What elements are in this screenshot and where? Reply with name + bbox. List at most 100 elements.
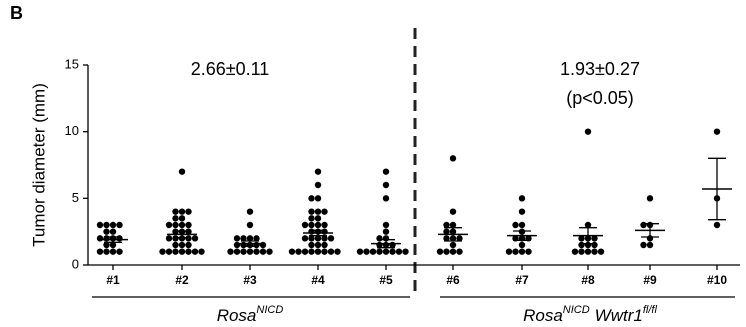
data-point xyxy=(449,221,457,229)
data-point xyxy=(266,248,273,255)
data-point xyxy=(178,168,186,175)
data-point xyxy=(314,221,322,229)
data-point xyxy=(246,221,254,229)
data-point xyxy=(308,241,315,249)
data-point xyxy=(512,248,519,255)
data-point xyxy=(96,235,104,242)
data-point xyxy=(109,228,117,235)
data-point xyxy=(314,215,322,222)
data-point xyxy=(96,248,104,255)
data-point xyxy=(185,208,192,215)
data-point xyxy=(389,248,396,255)
data-point xyxy=(178,215,186,222)
data-point xyxy=(449,248,457,255)
data-point xyxy=(597,248,605,255)
data-point xyxy=(227,248,234,255)
data-point xyxy=(246,235,254,242)
data-point xyxy=(259,248,267,255)
group-label: RosaNICD xyxy=(217,304,284,326)
x-tick-label: #8 xyxy=(581,273,595,287)
data-point xyxy=(191,248,199,255)
data-point xyxy=(505,248,513,255)
data-point xyxy=(246,208,254,215)
label-text: Wwtr1 xyxy=(595,306,643,325)
data-point xyxy=(518,241,526,249)
data-point xyxy=(295,248,302,255)
data-point xyxy=(308,228,315,235)
data-point xyxy=(646,195,654,202)
x-tick-label: #5 xyxy=(379,273,393,287)
data-point xyxy=(578,248,585,255)
data-point xyxy=(518,221,526,229)
data-point xyxy=(185,248,192,255)
data-point xyxy=(402,248,409,255)
data-point xyxy=(449,155,457,162)
x-tick-label: #1 xyxy=(106,273,120,287)
label-text: Rosa xyxy=(217,306,257,325)
data-point xyxy=(301,235,309,242)
data-point xyxy=(314,248,322,255)
data-point xyxy=(356,248,364,255)
data-point xyxy=(308,215,315,222)
y-tick-label: 5 xyxy=(72,190,79,205)
data-point xyxy=(308,248,315,255)
data-point xyxy=(165,235,173,242)
superscript: NICD xyxy=(563,304,590,316)
data-point xyxy=(259,241,267,249)
data-point xyxy=(591,248,598,255)
data-point xyxy=(178,248,186,255)
data-point xyxy=(185,228,192,235)
data-point xyxy=(382,228,390,235)
annotation: 1.93±0.27 xyxy=(560,59,640,79)
data-point xyxy=(198,248,205,255)
data-point xyxy=(314,208,322,215)
data-point xyxy=(233,235,241,242)
data-point xyxy=(363,248,370,255)
data-point xyxy=(327,235,335,242)
data-point xyxy=(321,241,328,249)
x-tick-label: #9 xyxy=(643,273,657,287)
data-point xyxy=(116,235,123,242)
data-point xyxy=(191,235,199,242)
data-point xyxy=(103,248,110,255)
data-point xyxy=(172,208,179,215)
data-point xyxy=(443,235,450,242)
data-point xyxy=(314,181,322,189)
data-point xyxy=(165,248,173,255)
data-point xyxy=(253,235,260,242)
data-point xyxy=(109,221,117,229)
data-point xyxy=(253,241,260,249)
data-point xyxy=(382,221,390,229)
data-point xyxy=(233,241,241,249)
data-point xyxy=(591,235,598,242)
data-point xyxy=(382,195,390,202)
data-point xyxy=(578,235,585,242)
data-point xyxy=(314,235,322,242)
data-point xyxy=(301,221,309,229)
label-text: Rosa xyxy=(523,306,563,325)
data-point xyxy=(382,168,390,175)
data-point xyxy=(713,221,721,229)
y-tick-label: 10 xyxy=(65,123,79,138)
superscript: fl/fl xyxy=(643,304,658,316)
data-point xyxy=(165,221,173,229)
data-point xyxy=(327,248,335,255)
data-point xyxy=(253,248,260,255)
data-point xyxy=(321,248,328,255)
data-point xyxy=(518,208,526,215)
data-point xyxy=(308,221,315,229)
data-point xyxy=(713,128,721,135)
data-point xyxy=(246,248,254,255)
data-point xyxy=(591,241,598,249)
data-point xyxy=(584,248,592,255)
data-point xyxy=(240,248,247,255)
data-point xyxy=(178,208,186,215)
data-point xyxy=(172,248,179,255)
data-point xyxy=(103,228,110,235)
data-point xyxy=(584,221,592,229)
data-point xyxy=(240,235,247,242)
data-point xyxy=(436,248,444,255)
data-point xyxy=(308,195,315,202)
data-point xyxy=(321,208,328,215)
data-point xyxy=(109,241,117,249)
